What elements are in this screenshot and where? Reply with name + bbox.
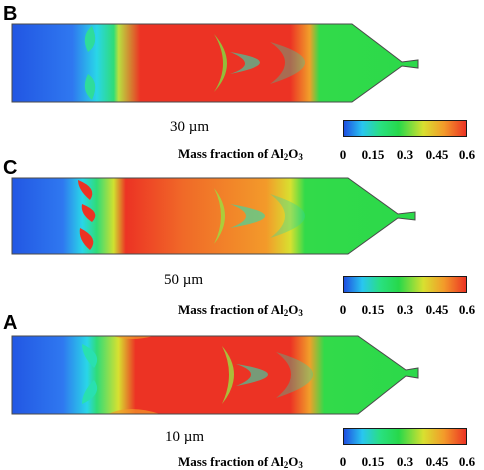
colorbar-c <box>343 276 467 293</box>
colorbar-tick-b-0: 0 <box>339 147 347 162</box>
colorbar-tick-c-1: 0.15 <box>361 302 385 317</box>
colorbar-tick-c-0: 0 <box>339 302 347 317</box>
colorbar-tick-a-3: 0.45 <box>425 454 449 469</box>
colorbar-tick-a-2: 0.3 <box>396 454 414 469</box>
colorbar-tick-b-4: 0.6 <box>458 147 476 162</box>
particle-size-label-c: 50 µm <box>164 272 204 288</box>
colorbar-title-c: Mass fraction of Al2O3 <box>178 302 303 318</box>
colorbar-tick-b-2: 0.3 <box>396 147 414 162</box>
colorbar-b <box>343 120 467 137</box>
colorbar-tick-a-1: 0.15 <box>361 454 385 469</box>
simulation-panel-b <box>11 23 419 103</box>
colorbar-tick-c-3: 0.45 <box>425 302 449 317</box>
simulation-panel-c <box>11 177 416 255</box>
colorbar-a <box>343 428 467 445</box>
panel-letter-a: A <box>3 312 18 334</box>
panel-letter-c: C <box>3 157 18 179</box>
colorbar-tick-a-4: 0.6 <box>458 454 476 469</box>
colorbar-tick-c-4: 0.6 <box>458 302 476 317</box>
colorbar-title-a: Mass fraction of Al2O3 <box>178 454 303 470</box>
simulation-panel-a <box>11 335 419 415</box>
particle-size-label-a: 10 µm <box>165 429 205 445</box>
colorbar-tick-c-2: 0.3 <box>396 302 414 317</box>
colorbar-tick-a-0: 0 <box>339 454 347 469</box>
particle-size-label-b: 30 µm <box>170 119 210 135</box>
colorbar-tick-b-3: 0.45 <box>425 147 449 162</box>
panel-letter-b: B <box>3 3 18 25</box>
colorbar-title-b: Mass fraction of Al2O3 <box>178 146 303 162</box>
colorbar-tick-b-1: 0.15 <box>361 147 385 162</box>
